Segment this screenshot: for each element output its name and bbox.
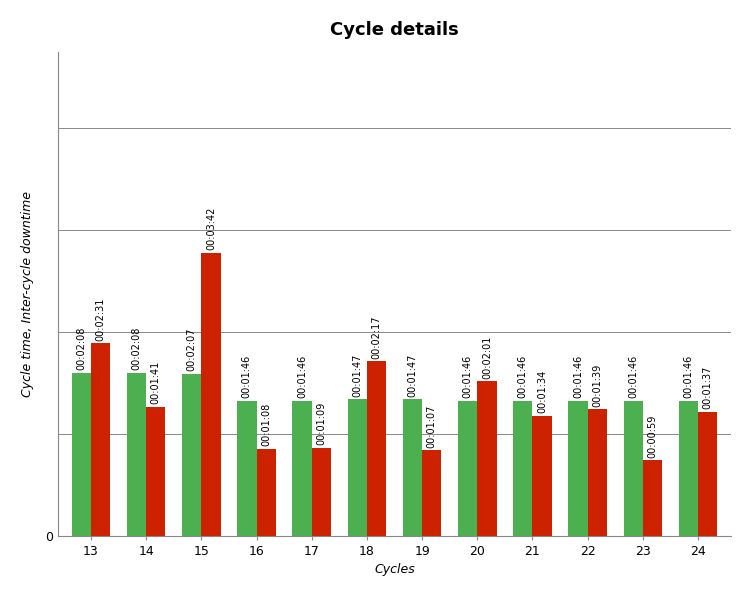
Bar bbox=[367, 361, 387, 536]
Text: 00:02:08: 00:02:08 bbox=[132, 327, 141, 370]
Bar bbox=[311, 448, 331, 536]
Bar bbox=[347, 399, 367, 536]
Bar bbox=[623, 401, 643, 536]
Bar bbox=[293, 401, 311, 536]
Text: 00:02:01: 00:02:01 bbox=[482, 336, 492, 379]
Text: 00:01:08: 00:01:08 bbox=[261, 403, 271, 447]
Bar bbox=[237, 401, 256, 536]
Text: 00:01:37: 00:01:37 bbox=[702, 366, 713, 410]
X-axis label: Cycles: Cycles bbox=[374, 563, 415, 576]
Text: 00:01:46: 00:01:46 bbox=[242, 355, 252, 398]
Bar bbox=[587, 410, 607, 536]
Text: 00:01:46: 00:01:46 bbox=[462, 355, 472, 398]
Bar bbox=[532, 416, 552, 536]
Text: 00:01:46: 00:01:46 bbox=[297, 355, 307, 398]
Y-axis label: Cycle time, Inter-cycle downtime: Cycle time, Inter-cycle downtime bbox=[21, 190, 34, 396]
Text: 00:02:07: 00:02:07 bbox=[186, 328, 197, 371]
Text: 00:01:07: 00:01:07 bbox=[426, 404, 437, 448]
Text: 00:02:17: 00:02:17 bbox=[371, 315, 381, 359]
Text: 00:00:59: 00:00:59 bbox=[647, 414, 657, 458]
Title: Cycle details: Cycle details bbox=[330, 21, 459, 39]
Text: 00:01:46: 00:01:46 bbox=[628, 355, 638, 398]
Text: 00:01:46: 00:01:46 bbox=[518, 355, 528, 398]
Text: 00:01:41: 00:01:41 bbox=[150, 361, 161, 404]
Text: 00:01:46: 00:01:46 bbox=[573, 355, 583, 398]
Bar bbox=[182, 374, 202, 536]
Text: 00:01:34: 00:01:34 bbox=[537, 370, 547, 413]
Bar bbox=[679, 401, 698, 536]
Bar bbox=[127, 373, 146, 536]
Bar bbox=[256, 449, 276, 536]
Text: 00:01:09: 00:01:09 bbox=[317, 402, 326, 445]
Text: 00:01:39: 00:01:39 bbox=[593, 364, 602, 407]
Text: 00:02:08: 00:02:08 bbox=[76, 327, 86, 370]
Text: 00:01:47: 00:01:47 bbox=[352, 353, 362, 397]
Bar bbox=[422, 450, 441, 536]
Bar bbox=[643, 460, 663, 536]
Text: 00:01:46: 00:01:46 bbox=[684, 355, 693, 398]
Bar bbox=[91, 343, 111, 536]
Bar bbox=[458, 401, 478, 536]
Bar bbox=[513, 401, 532, 536]
Bar bbox=[569, 401, 587, 536]
Bar bbox=[478, 381, 496, 536]
Bar bbox=[202, 253, 220, 536]
Bar bbox=[146, 407, 165, 536]
Bar bbox=[403, 399, 422, 536]
Bar bbox=[698, 412, 717, 536]
Bar bbox=[71, 373, 91, 536]
Text: 00:02:31: 00:02:31 bbox=[96, 297, 105, 341]
Text: 00:01:47: 00:01:47 bbox=[408, 353, 417, 397]
Text: 00:03:42: 00:03:42 bbox=[206, 207, 216, 250]
